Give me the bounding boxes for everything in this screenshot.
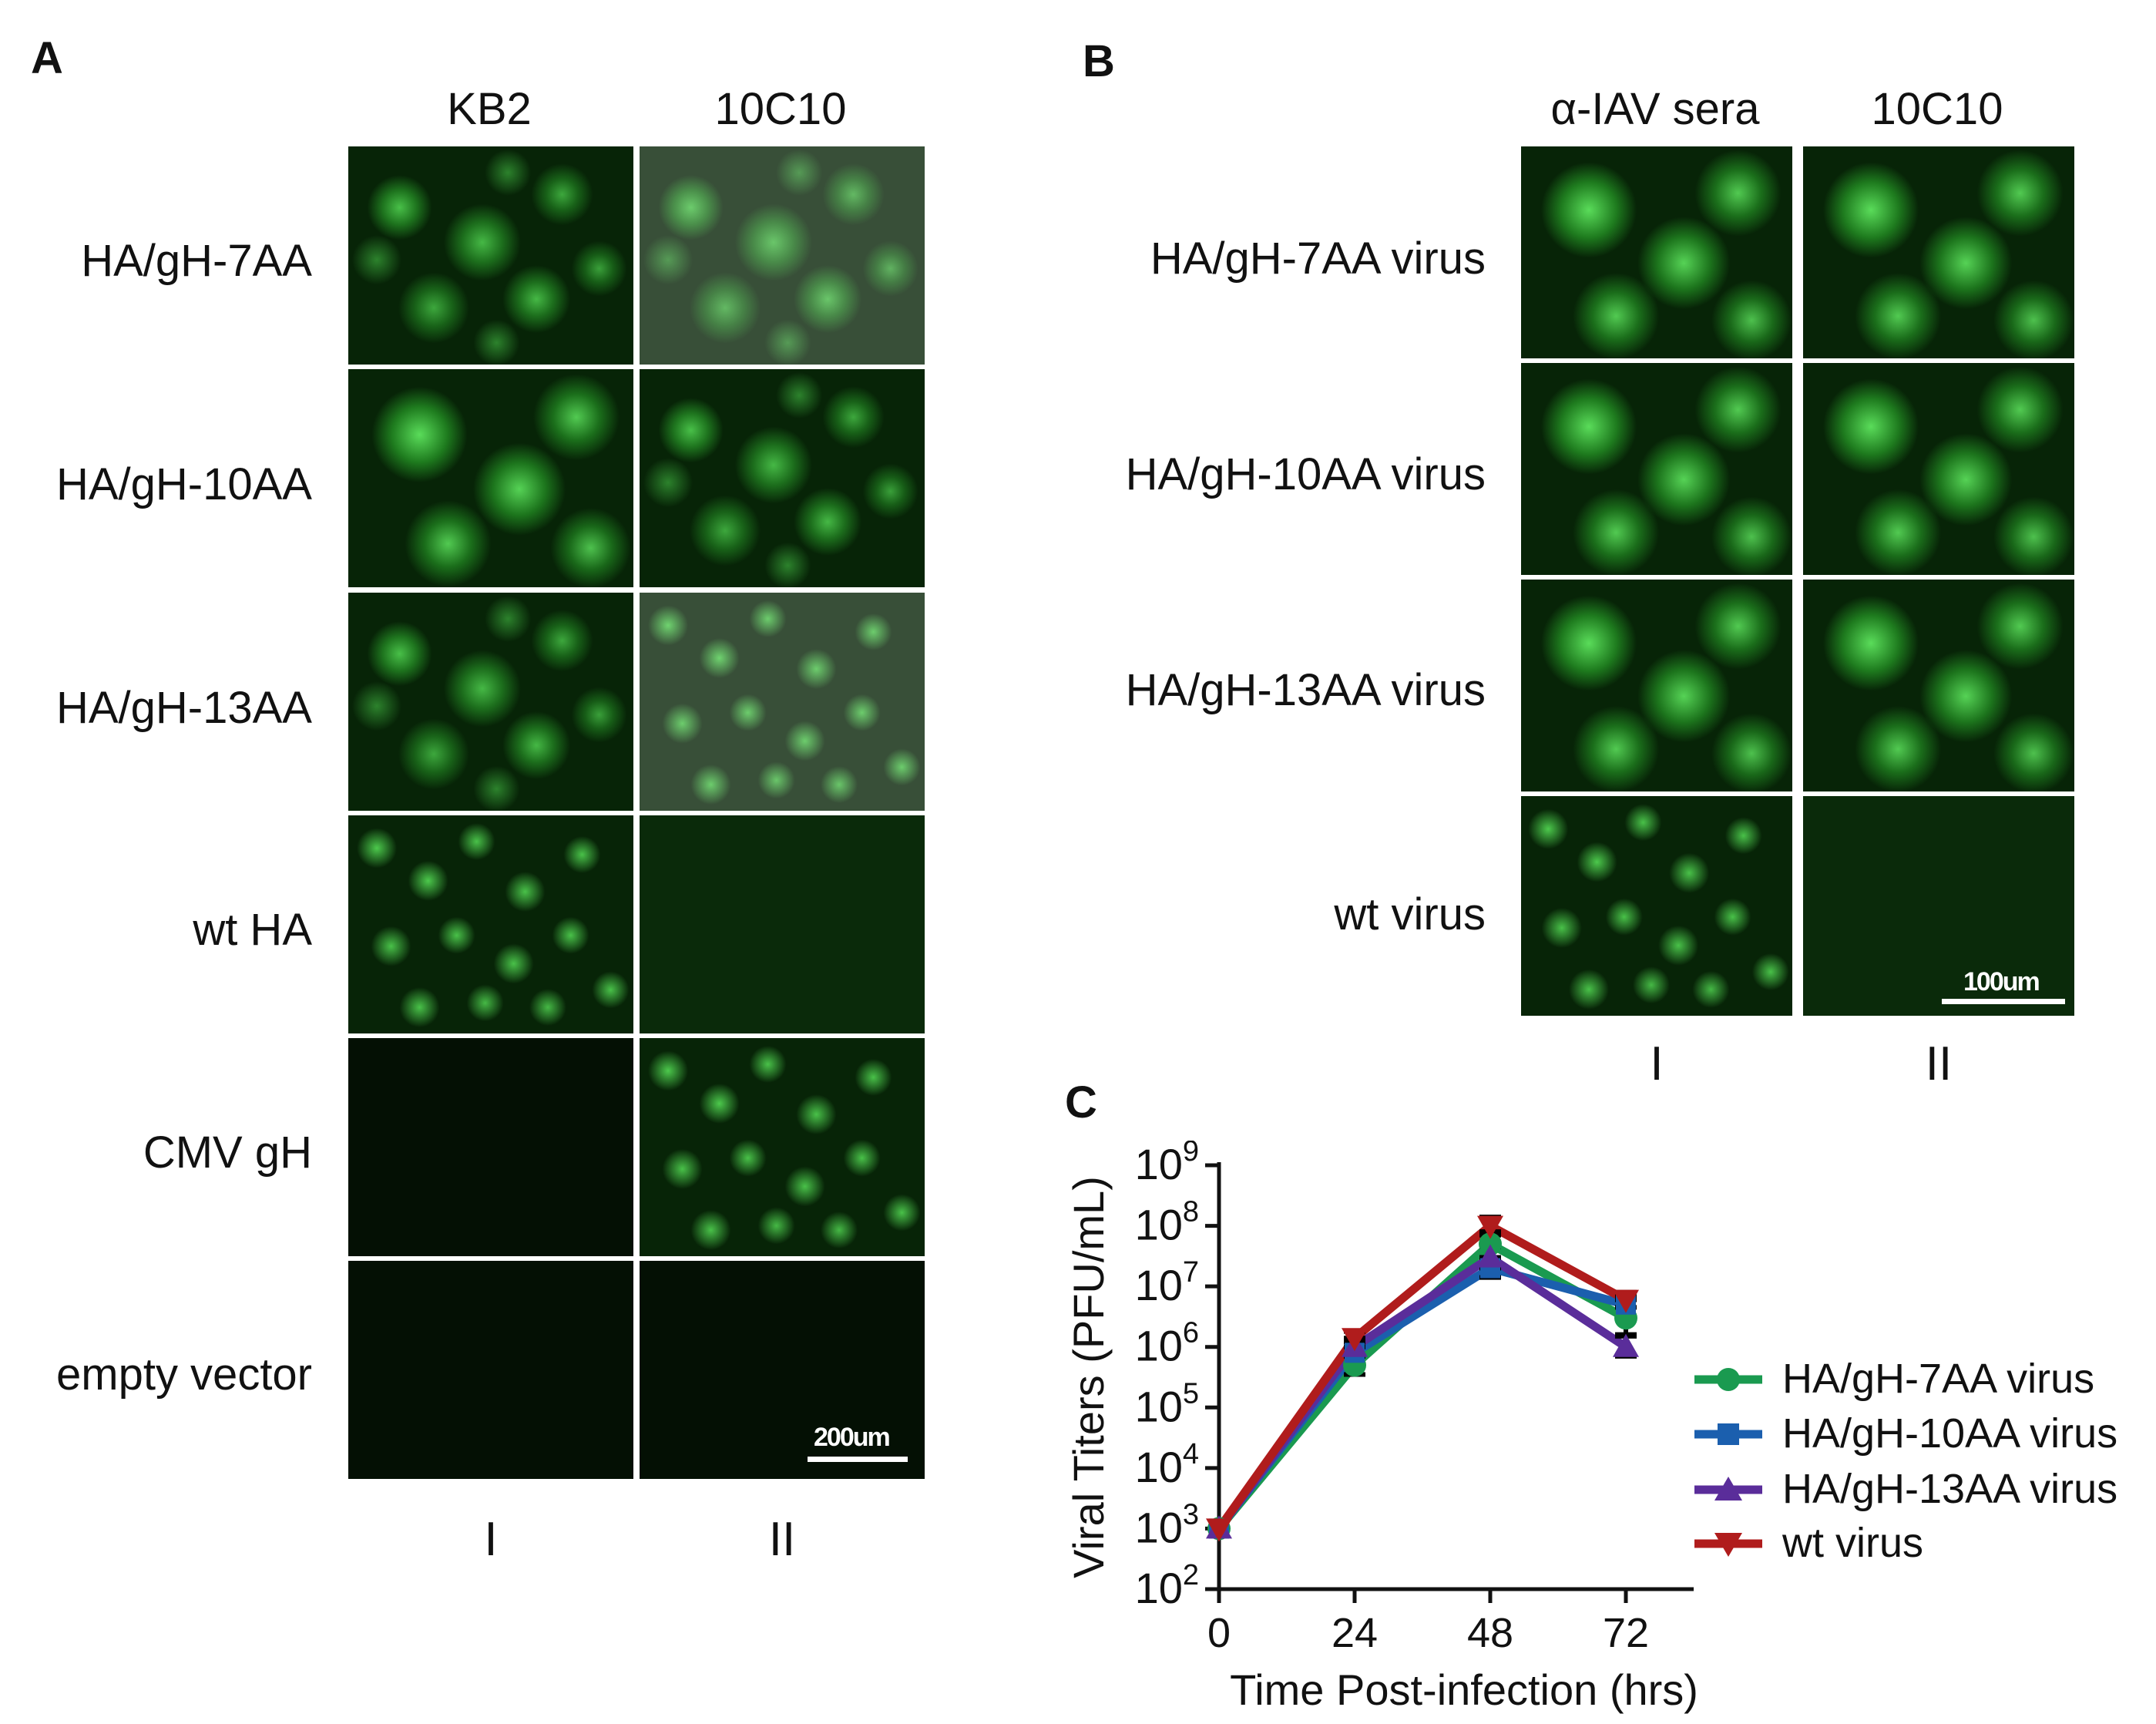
y-tick-label: 103	[1135, 1498, 1199, 1551]
panel-a-row-label-10aa: HA/gH-10AA	[55, 459, 312, 509]
panel-a-image-7aa-kb2	[348, 146, 633, 365]
panel-b-row-label-10aa: HA/gH-10AA virus	[1125, 449, 1486, 499]
legend-marker-7aa	[1694, 1368, 1762, 1391]
panel-b-row-label-7aa: HA/gH-7AA virus	[1150, 234, 1486, 284]
panel-a-col-header-kb2: KB2	[447, 84, 532, 134]
legend-marker-wt	[1694, 1533, 1762, 1557]
panel-a-image-wtha-10c10	[640, 815, 925, 1033]
legend-marker-13aa	[1694, 1477, 1762, 1501]
panel-b-image-13aa-10c10	[1803, 580, 2074, 791]
legend-label-10aa: HA/gH-10AA virus	[1782, 1410, 2118, 1457]
legend-label-13aa: HA/gH-13AA virus	[1782, 1466, 2118, 1512]
data-point-s4-x0	[1206, 1518, 1232, 1542]
y-tick-label: 106	[1135, 1317, 1199, 1370]
data-point-s1-x48	[1479, 1232, 1502, 1256]
panel-b-row-label-wt-virus: wt virus	[1334, 889, 1486, 939]
panel-a-letter: A	[31, 33, 63, 83]
data-point-s3-x72	[1613, 1333, 1639, 1357]
panel-b-letter: B	[1083, 36, 1115, 86]
panel-a-scale-label: 200um	[814, 1423, 891, 1452]
legend-label-wt: wt virus	[1782, 1520, 1924, 1566]
x-tick-label: 0	[1207, 1610, 1231, 1656]
x-tick-label: 72	[1603, 1610, 1649, 1656]
panel-b-scale-label: 100um	[1963, 967, 2040, 996]
viral-titer-chart: 102 103 104 105 106 107 108 109 0 24 48 72 Time Post…	[1064, 1141, 1698, 1714]
panel-b-col-numeral-2: II	[1925, 1037, 1953, 1091]
y-tick-label: 107	[1135, 1256, 1199, 1309]
panel-b-col-header-10c10: 10C10	[1871, 84, 2003, 134]
y-tick-label: 108	[1135, 1196, 1199, 1249]
data-point-s4-x24	[1342, 1328, 1368, 1352]
panel-a-col-numeral-2: II	[768, 1513, 796, 1566]
panel-a-image-cmvgh-kb2	[348, 1038, 633, 1256]
panel-a-image-cmvgh-10c10	[640, 1038, 925, 1256]
series-line-4	[1215, 1222, 1628, 1531]
data-point-s4-x72	[1613, 1289, 1639, 1313]
panel-a-image-7aa-10c10	[640, 146, 925, 365]
panel-b-image-7aa-iav	[1521, 146, 1792, 358]
y-axis-title: Viral Titers (PFU/mL)	[1064, 1176, 1113, 1578]
panel-b-image-10aa-iav	[1521, 363, 1792, 575]
panel-a-row-label-13aa: HA/gH-13AA	[55, 683, 312, 733]
series-line-3	[1215, 1253, 1629, 1531]
panel-b-image-7aa-10c10	[1803, 146, 2074, 358]
chart-legend: HA/gH-7AA virus HA/gH-10AA virus HA/gH-1…	[1691, 1355, 2146, 1586]
panel-a-col-header-10c10: 10C10	[714, 84, 847, 134]
panel-a-row-label-cmv-gh: CMV gH	[143, 1127, 312, 1178]
x-axis-title: Time Post-infection (hrs)	[1230, 1665, 1698, 1714]
panel-a-image-13aa-10c10	[640, 593, 925, 811]
panel-a-image-13aa-kb2	[348, 593, 633, 811]
panel-a-image-empty-kb2	[348, 1261, 633, 1479]
data-point-s3-x48	[1477, 1244, 1503, 1268]
panel-b-image-wt-10c10: 100um	[1803, 796, 2074, 1016]
panel-b-image-wt-iav	[1521, 796, 1792, 1016]
legend-label-7aa: HA/gH-7AA virus	[1782, 1356, 2095, 1402]
x-tick-label: 24	[1332, 1610, 1378, 1656]
legend-marker-10aa	[1694, 1423, 1762, 1445]
x-tick-label: 48	[1467, 1610, 1513, 1656]
panel-b-image-13aa-iav	[1521, 580, 1792, 791]
panel-a-image-10aa-10c10	[640, 369, 925, 587]
panel-b-col-header-iav-sera: α-IAV sera	[1550, 84, 1760, 134]
panel-a-scale-bar	[808, 1457, 908, 1462]
panel-b-scale-bar	[1942, 999, 2065, 1004]
panel-a-image-wtha-kb2	[348, 815, 633, 1033]
panel-a-col-numeral-1: I	[484, 1513, 498, 1566]
data-point-s4-x48	[1477, 1215, 1503, 1239]
panel-b-col-numeral-1: I	[1650, 1037, 1664, 1091]
panel-a-image-empty-10c10: 200um	[640, 1261, 925, 1479]
y-tick-label: 102	[1135, 1559, 1199, 1612]
panel-a-row-label-7aa: HA/gH-7AA	[81, 236, 312, 286]
panel-a-row-label-wt-ha: wt HA	[193, 905, 312, 955]
panel-b-image-10aa-10c10	[1803, 363, 2074, 575]
panel-b-row-label-13aa: HA/gH-13AA virus	[1125, 665, 1486, 715]
y-tick-label: 109	[1135, 1141, 1199, 1188]
panel-a-row-label-empty-vector: empty vector	[56, 1349, 312, 1400]
y-tick-label: 105	[1135, 1377, 1199, 1430]
y-tick-label: 104	[1135, 1438, 1199, 1491]
panel-c-letter: C	[1065, 1077, 1097, 1127]
panel-a-image-10aa-kb2	[348, 369, 633, 587]
